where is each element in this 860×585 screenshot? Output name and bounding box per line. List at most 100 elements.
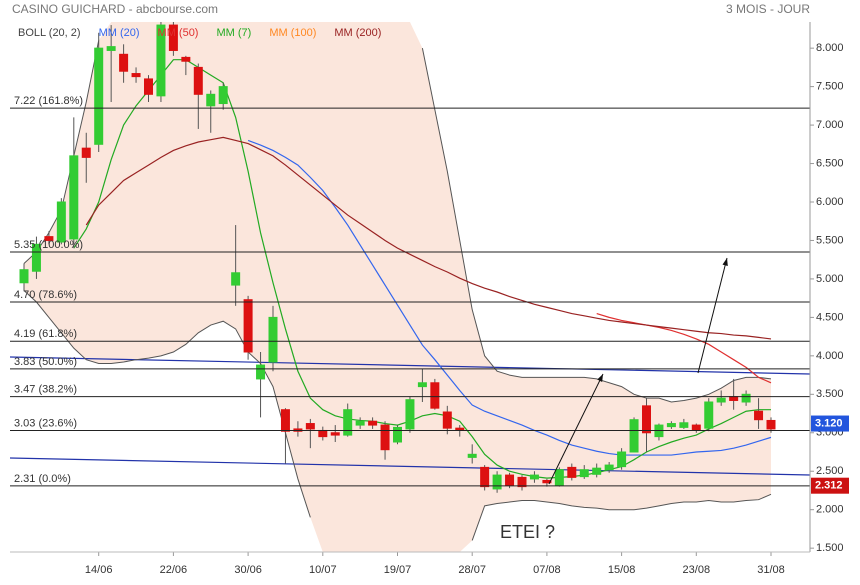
level-label: 4.70 (78.6%) — [14, 289, 77, 301]
candle-body — [131, 73, 141, 78]
candle-body — [268, 316, 278, 363]
candle-body — [430, 382, 440, 409]
candle-body — [554, 469, 564, 486]
candle-body — [691, 424, 701, 431]
y-tick-label: 3.500 — [816, 388, 844, 400]
candle-body — [231, 272, 241, 286]
arrow-head — [722, 258, 728, 266]
candle-body — [44, 236, 54, 241]
candle-body — [380, 424, 390, 451]
candle-body — [467, 453, 477, 458]
ma-line — [596, 312, 772, 384]
candle-body — [754, 410, 764, 421]
ma-line — [73, 59, 771, 479]
arrow — [548, 373, 604, 485]
candle-body — [542, 479, 552, 484]
y-tick-label: 2.500 — [816, 465, 844, 477]
candle-body — [318, 429, 328, 438]
level-label: 3.83 (50.0%) — [14, 356, 77, 368]
candle-body — [617, 451, 627, 468]
candle-body — [305, 423, 315, 430]
band-fill — [24, 22, 771, 552]
candle-body — [741, 393, 751, 403]
ma-line — [85, 136, 772, 340]
candle-body — [193, 66, 203, 95]
candle-body — [442, 411, 452, 429]
candle-body — [81, 147, 91, 158]
candle-body — [579, 469, 589, 478]
x-tick-label: 14/06 — [85, 564, 113, 576]
x-tick-label: 31/08 — [757, 564, 785, 576]
candle-body — [716, 397, 726, 403]
level-label: 3.47 (38.2%) — [14, 384, 77, 396]
y-tick-label: 7.000 — [816, 119, 844, 131]
candle-body — [666, 423, 676, 428]
candle-body — [243, 299, 253, 353]
candle-body — [642, 405, 651, 434]
candle-body — [405, 399, 415, 430]
x-tick-label: 15/08 — [608, 564, 636, 576]
level-label: 7.22 (161.8%) — [14, 95, 83, 107]
candle-body — [480, 466, 490, 488]
candle-body — [505, 474, 515, 486]
x-tick-label: 10/07 — [309, 564, 337, 576]
candle-body — [529, 474, 539, 480]
candle-body — [729, 396, 739, 401]
y-tick-label: 6.500 — [816, 157, 844, 169]
candle-body — [156, 24, 166, 97]
candle-body — [106, 46, 116, 51]
legend-entry: MM (200) — [334, 27, 381, 39]
y-tick-label: 7.500 — [816, 81, 844, 93]
candle-body — [604, 464, 614, 471]
arrow — [697, 257, 728, 374]
candle-body — [181, 56, 191, 62]
price-tag-label: 2.312 — [815, 480, 843, 492]
candle-body — [343, 409, 353, 436]
candle-body — [517, 476, 527, 488]
candle-body — [206, 93, 216, 107]
level-label: 4.19 (61.8%) — [14, 328, 77, 340]
y-tick-label: 6.000 — [816, 196, 844, 208]
candle-body — [679, 422, 689, 428]
x-tick-label: 19/07 — [384, 564, 412, 576]
candle-body — [280, 409, 290, 432]
y-tick-label: 1.500 — [816, 542, 844, 554]
candle-body — [393, 426, 402, 443]
level-label: 3.03 (23.6%) — [14, 417, 77, 429]
legend-entry: MM (7) — [216, 27, 251, 39]
candle-body — [144, 78, 153, 95]
candle-body — [629, 419, 639, 453]
ma-line — [247, 139, 772, 456]
legend-entry: MM (20) — [99, 27, 140, 39]
level-label: 2.31 (0.0%) — [14, 473, 71, 485]
candle-body — [94, 47, 104, 145]
candle-body — [168, 24, 178, 51]
y-tick-label: 4.000 — [816, 350, 844, 362]
candle-body — [592, 467, 602, 475]
annotation: ETEI ? — [500, 522, 555, 542]
legend-entry: BOLL (20, 2) — [18, 27, 81, 39]
y-tick-label: 5.500 — [816, 234, 844, 246]
x-tick-label: 22/06 — [160, 564, 188, 576]
candle-body — [766, 419, 776, 430]
candle-body — [19, 269, 29, 284]
candle-body — [256, 364, 266, 380]
candle-body — [56, 201, 66, 243]
legend-entry: MM (50) — [158, 27, 199, 39]
trend-line — [10, 356, 810, 375]
candle-body — [69, 155, 79, 240]
level-label: 5.35 (100.0%) — [14, 239, 83, 251]
y-tick-label: 8.000 — [816, 42, 844, 54]
candle-body — [368, 420, 378, 426]
candle-body — [492, 474, 502, 490]
x-tick-label: 30/06 — [234, 564, 262, 576]
candle-body — [355, 420, 365, 426]
price-tag — [811, 477, 849, 494]
x-tick-label: 23/08 — [683, 564, 711, 576]
candle-body — [330, 432, 340, 436]
chart-title: CASINO GUICHARD - abcbourse.com — [12, 2, 218, 16]
plot-area — [10, 22, 810, 552]
period: 3 MOIS - JOUR — [726, 2, 810, 16]
